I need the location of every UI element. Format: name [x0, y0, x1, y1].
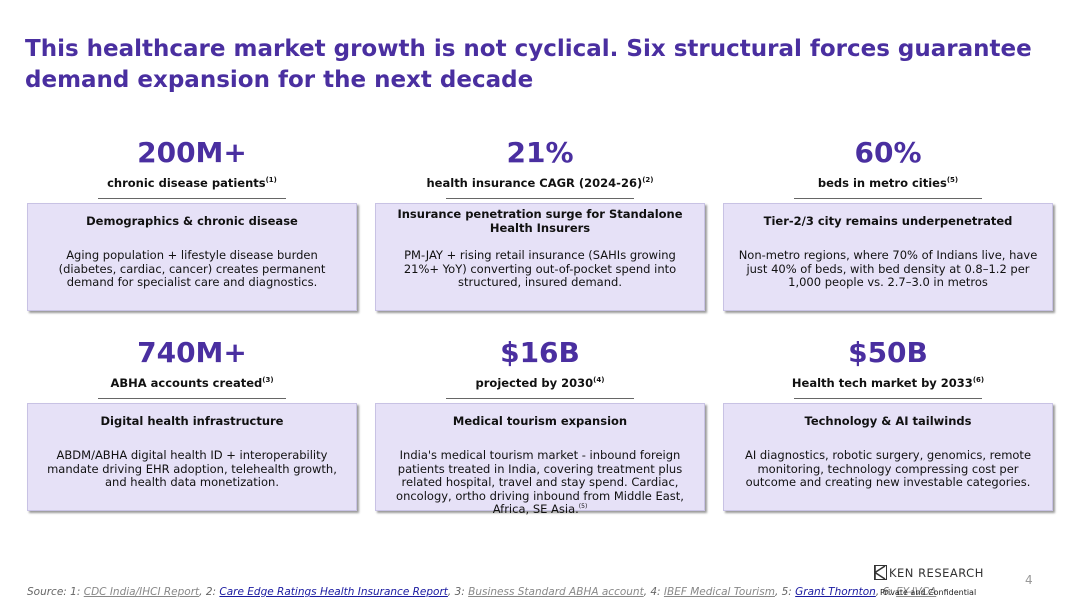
box-title: Insurance penetration surge for Standalo… — [397, 207, 683, 235]
box-title: Demographics & chronic disease — [86, 214, 298, 228]
company-logo: KEN RESEARCH — [874, 565, 984, 580]
box-title: Medical tourism expansion — [452, 414, 628, 428]
force-box: Technology & AI tailwinds AI diagnostics… — [723, 403, 1053, 511]
source-link-cdc[interactable]: CDC India/IHCI Report — [83, 586, 200, 598]
slide-title: This healthcare market growth is not cyc… — [25, 36, 1032, 93]
divider — [98, 398, 286, 399]
box-body: Aging population + lifestyle disease bur… — [58, 248, 326, 289]
force-card-tier-cities: 60% beds in metro cities(5) Tier-2/3 cit… — [723, 138, 1053, 311]
stat-caption: chronic disease patients(1) — [107, 176, 277, 190]
stat-value: $16B — [500, 336, 580, 369]
force-card-chronic-disease: 200M+ chronic disease patients(1) Demogr… — [27, 138, 357, 311]
source-link-care-edge[interactable]: Care Edge Ratings Health Insurance Repor… — [219, 586, 448, 598]
box-title: Tier-2/3 city remains underpenetrated — [763, 214, 1013, 228]
stat-value: $50B — [848, 336, 928, 369]
force-box: Digital health infrastructure ABDM/ABHA … — [27, 403, 357, 511]
force-box: Medical tourism expansion India's medica… — [375, 403, 705, 516]
ken-research-logo-icon — [874, 565, 887, 580]
stat-caption: ABHA accounts created(3) — [110, 376, 274, 390]
box-body: India's medical tourism market - inbound… — [396, 448, 684, 516]
force-box: Demographics & chronic disease Aging pop… — [27, 203, 357, 311]
divider — [98, 198, 286, 199]
box-body: ABDM/ABHA digital health ID + interopera… — [47, 448, 337, 489]
stat-value: 200M+ — [137, 136, 247, 169]
divider — [446, 398, 634, 399]
source-footnote: Source: 1: CDC India/IHCI Report, 2: Car… — [27, 586, 937, 598]
box-title: Technology & AI tailwinds — [804, 414, 972, 428]
force-card-insurance: 21% health insurance CAGR (2024-26)(2) I… — [375, 138, 705, 311]
box-body: Non-metro regions, where 70% of Indians … — [738, 248, 1038, 289]
source-link-grant-thornton[interactable]: Grant Thornton — [795, 586, 876, 598]
divider — [794, 198, 982, 199]
box-title: Digital health infrastructure — [100, 414, 284, 428]
stat-caption: projected by 2030(4) — [475, 376, 605, 390]
force-box: Insurance penetration surge for Standalo… — [375, 203, 705, 311]
page-number: 4 — [1025, 573, 1033, 587]
force-card-medical-tourism: $16B projected by 2030(4) Medical touris… — [375, 336, 705, 516]
stat-value: 60% — [854, 136, 922, 169]
stat-value: 21% — [506, 136, 574, 169]
force-card-health-tech: $50B Health tech market by 2033(6) Techn… — [723, 338, 1053, 511]
stat-caption: beds in metro cities(5) — [817, 176, 959, 190]
stat-value: 740M+ — [137, 336, 247, 369]
force-card-digital-health: 740M+ ABHA accounts created(3) Digital h… — [27, 338, 357, 511]
force-box: Tier-2/3 city remains underpenetrated No… — [723, 203, 1053, 311]
confidential-label: Private and Confidential — [880, 588, 977, 597]
divider — [794, 398, 982, 399]
source-link-business-standard[interactable]: Business Standard ABHA account — [468, 586, 644, 598]
divider — [446, 198, 634, 199]
source-link-ey-ivca[interactable]: EY-IVCA — [896, 586, 937, 598]
logo-text: KEN RESEARCH — [889, 565, 984, 580]
box-body: AI diagnostics, robotic surgery, genomic… — [744, 448, 1032, 489]
source-link-ibef[interactable]: IBEF Medical Tourism — [663, 586, 775, 598]
stat-caption: Health tech market by 2033(6) — [791, 376, 985, 390]
box-body: PM-JAY + rising retail insurance (SAHIs … — [403, 248, 677, 289]
stat-caption: health insurance CAGR (2024-26)(2) — [426, 176, 654, 190]
